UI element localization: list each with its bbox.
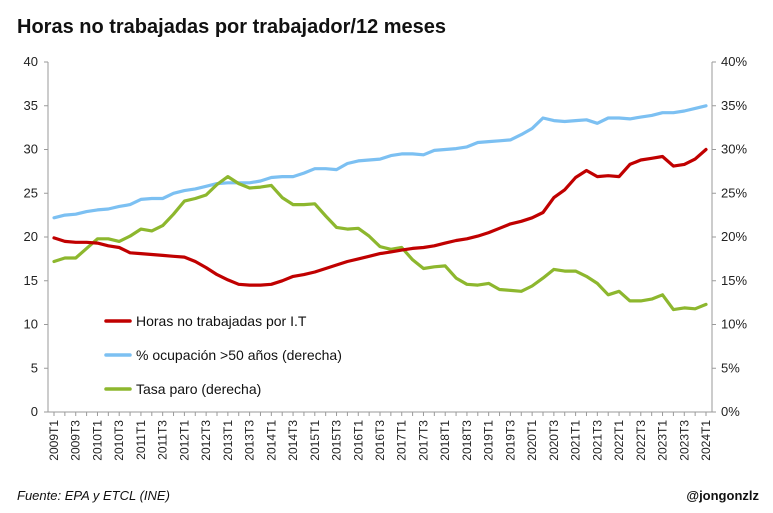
y-left-tick-label: 20 xyxy=(24,229,38,244)
x-tick-label: 2023T1 xyxy=(656,420,670,461)
series-line-1 xyxy=(52,104,708,220)
y-left-tick-label: 40 xyxy=(24,54,38,69)
x-tick-label: 2023T3 xyxy=(677,420,691,461)
x-tick-label: 2022T1 xyxy=(612,420,626,461)
y-right-tick-label: 35% xyxy=(721,98,747,113)
x-tick-label: 2019T3 xyxy=(503,420,517,461)
series-layer xyxy=(52,104,708,312)
y-right-tick-label: 25% xyxy=(721,185,747,200)
y-right-tick-label: 10% xyxy=(721,317,747,332)
y-right-tick-label: 5% xyxy=(721,360,740,375)
x-tick-label: 2016T3 xyxy=(373,420,387,461)
x-tick-label: 2014T3 xyxy=(286,420,300,461)
x-tick-label: 2013T1 xyxy=(221,420,235,461)
x-tick-label: 2017T1 xyxy=(395,420,409,461)
x-tick-label: 2015T3 xyxy=(330,420,344,461)
legend-label-1: % ocupación >50 años (derecha) xyxy=(136,347,342,363)
x-tick-label: 2017T3 xyxy=(416,420,430,461)
y-left-tick-label: 0 xyxy=(31,404,38,419)
y-right-tick-label: 40% xyxy=(721,54,747,69)
x-tick-label: 2012T3 xyxy=(199,420,213,461)
y-left-tick-label: 30 xyxy=(24,142,38,157)
y-right-tick-label: 0% xyxy=(721,404,740,419)
legend-label-2: Tasa paro (derecha) xyxy=(136,381,261,397)
x-tick-label: 2024T1 xyxy=(699,420,713,461)
y-right-tick-label: 30% xyxy=(721,142,747,157)
y-right-tick-label: 20% xyxy=(721,229,747,244)
x-tick-label: 2019T1 xyxy=(482,420,496,461)
x-tick-label: 2018T3 xyxy=(460,420,474,461)
series-line-2 xyxy=(52,175,708,312)
y-left-tick-label: 35 xyxy=(24,98,38,113)
chart-title: Horas no trabajadas por trabajador/12 me… xyxy=(17,16,446,38)
x-tick-label: 2020T3 xyxy=(547,420,561,461)
x-tick-label: 2012T1 xyxy=(177,420,191,461)
y-left-tick-label: 10 xyxy=(24,317,38,332)
author-handle: @jongonzlz xyxy=(686,488,759,503)
x-tick-label: 2009T3 xyxy=(69,420,83,461)
x-tick-label: 2013T3 xyxy=(243,420,257,461)
x-tick-label: 2010T3 xyxy=(112,420,126,461)
x-tick-label: 2022T3 xyxy=(634,420,648,461)
axes: 0 5 10 15 20 25 30 35 40 0% 5% 10% 15% 20% 25% 30% 35% 40… xyxy=(24,54,748,461)
x-tick-label: 2021T3 xyxy=(590,420,604,461)
series-line-0 xyxy=(52,147,708,287)
x-tick-label: 2016T1 xyxy=(351,420,365,461)
x-tick-label: 2018T1 xyxy=(438,420,452,461)
y-left-tick-label: 5 xyxy=(31,360,38,375)
x-tick-label: 2009T1 xyxy=(47,420,61,461)
y-right-tick-label: 15% xyxy=(721,273,747,288)
legend: Horas no trabajadas por I.T % ocupación >… xyxy=(104,313,342,397)
y-left-tick-label: 25 xyxy=(24,185,38,200)
x-tick-label: 2011T3 xyxy=(156,420,170,460)
x-tick-label: 2014T1 xyxy=(264,420,278,461)
x-tick-label: 2020T1 xyxy=(525,420,539,461)
y-left-tick-label: 15 xyxy=(24,273,38,288)
x-tick-label: 2015T1 xyxy=(308,420,322,461)
legend-label-0: Horas no trabajadas por I.T xyxy=(136,313,307,329)
x-tick-label: 2021T1 xyxy=(569,420,583,461)
x-tick-label: 2011T1 xyxy=(134,420,148,460)
x-tick-label: 2010T1 xyxy=(90,420,104,461)
source-note: Fuente: EPA y ETCL (INE) xyxy=(17,488,170,503)
